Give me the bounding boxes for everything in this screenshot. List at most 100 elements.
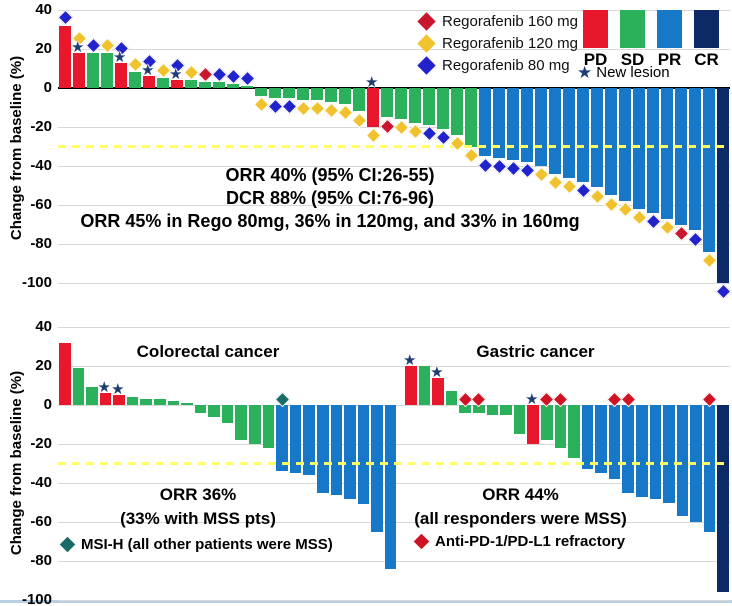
y-tick-label: -60: [30, 196, 52, 213]
bar: [445, 391, 458, 405]
bar: [255, 88, 267, 96]
dose-marker-diamond: [253, 96, 269, 113]
bar: [157, 78, 169, 88]
zero-axis-line: [58, 87, 730, 89]
new-lesion-star: ★: [430, 363, 444, 381]
dose-marker-diamond: [239, 70, 255, 87]
gridline: [58, 243, 730, 245]
colorectal-orr-line: ORR 36%: [159, 485, 237, 504]
dose-legend: Regorafenib 160 mg Regorafenib 120 mg Re…: [417, 10, 578, 76]
pr-swatch-icon: [657, 10, 682, 48]
dose-legend-label: Regorafenib 80 mg: [442, 56, 570, 74]
bar: [622, 405, 634, 493]
waterfall-plot-by-tumor-type: ★ ★ ★ ★ ★: [58, 326, 730, 601]
gridline: [58, 9, 730, 11]
new-lesion-star: ★: [525, 391, 539, 409]
y-tick-label: -100: [21, 274, 52, 291]
dose-marker-diamond: [449, 135, 465, 152]
y-tick-label: 0: [43, 396, 52, 413]
bar: [661, 88, 673, 219]
bar: [405, 366, 417, 405]
dose-marker-diamond: [183, 64, 199, 81]
dose-marker-diamond: [295, 100, 311, 117]
bar: [703, 88, 715, 252]
anti-pd1-refractory-legend: Anti-PD-1/PD-L1 refractory: [413, 533, 625, 550]
y-tick-label: -20: [30, 118, 52, 135]
response-legend-item-pr: PR: [657, 10, 682, 70]
bar: [276, 405, 288, 472]
bar: [269, 88, 281, 98]
gridline: [58, 282, 730, 284]
dose-marker-diamond: [631, 209, 647, 226]
dose-marker-diamond: [211, 66, 227, 83]
gastric-orr-line: ORR 44%: [482, 485, 559, 504]
bar: [235, 405, 248, 441]
bar: [717, 88, 729, 283]
bar: [154, 399, 166, 405]
bar: [325, 88, 337, 102]
bottom-border: [0, 600, 732, 603]
dose-marker-diamond: [57, 10, 73, 26]
bar: [86, 387, 98, 405]
msi-h-legend: MSI-H (all other patients were MSS): [59, 536, 333, 553]
new-lesion-star: ★: [111, 381, 125, 399]
bar: [140, 399, 153, 405]
dose-marker-diamond: [197, 66, 213, 83]
bar: [213, 82, 225, 88]
bar: [549, 88, 561, 174]
bar: [73, 52, 85, 88]
threshold-line: [58, 145, 730, 148]
bar: [437, 88, 449, 129]
msi-h-diamond-icon: [59, 536, 76, 553]
orr-line: ORR 40% (95% CI:26-55): [225, 165, 435, 185]
dose-marker-diamond: [421, 126, 437, 142]
y-axis-title-bottom: Change from baseline (%): [8, 370, 25, 556]
dose-marker-diamond: [267, 98, 283, 115]
y-tick-label: -20: [30, 435, 52, 452]
gastric-mss-line: (all responders were MSS): [414, 509, 627, 528]
new-lesion-star: ★: [113, 48, 127, 66]
bar: [113, 395, 125, 405]
new-lesion-star: ★: [71, 39, 85, 57]
gridline: [58, 165, 730, 167]
bar: [289, 405, 302, 474]
bar: [676, 405, 689, 517]
colorectal-cancer-title: Colorectal cancer: [136, 342, 280, 361]
bar: [199, 82, 211, 88]
new-lesion-star: ★: [97, 379, 111, 397]
bar: [185, 80, 197, 88]
bar: [72, 367, 85, 405]
y-tick-label: -80: [30, 235, 52, 252]
y-tick-label: -40: [30, 157, 52, 174]
dose-marker-diamond: [379, 118, 395, 134]
bar: [689, 88, 701, 231]
bar: [371, 405, 383, 532]
pd-swatch-icon: [583, 10, 608, 48]
bar: [507, 88, 519, 161]
bar: [384, 405, 397, 569]
dose-legend-row-80: Regorafenib 80 mg: [417, 54, 578, 76]
bar: [353, 88, 365, 112]
bar: [540, 405, 553, 441]
bar: [591, 88, 603, 188]
bar: [59, 342, 71, 405]
bar: [521, 88, 533, 163]
bar: [493, 88, 505, 159]
bar: [513, 405, 526, 435]
bar: [635, 405, 648, 497]
sd-swatch-icon: [620, 10, 645, 48]
new-lesion-star: ★: [365, 74, 379, 92]
bar: [554, 405, 567, 448]
bar: [663, 405, 675, 503]
bar: [577, 88, 589, 182]
bar: [451, 88, 463, 135]
bar: [367, 88, 379, 127]
gridline: [58, 365, 730, 367]
regorafenib-120-diamond-icon: [417, 33, 436, 53]
dose-marker-diamond: [701, 252, 717, 269]
dose-legend-label: Regorafenib 160 mg: [442, 12, 578, 30]
cr-swatch-icon: [694, 10, 719, 48]
bar: [395, 88, 407, 120]
bar: [99, 393, 112, 405]
